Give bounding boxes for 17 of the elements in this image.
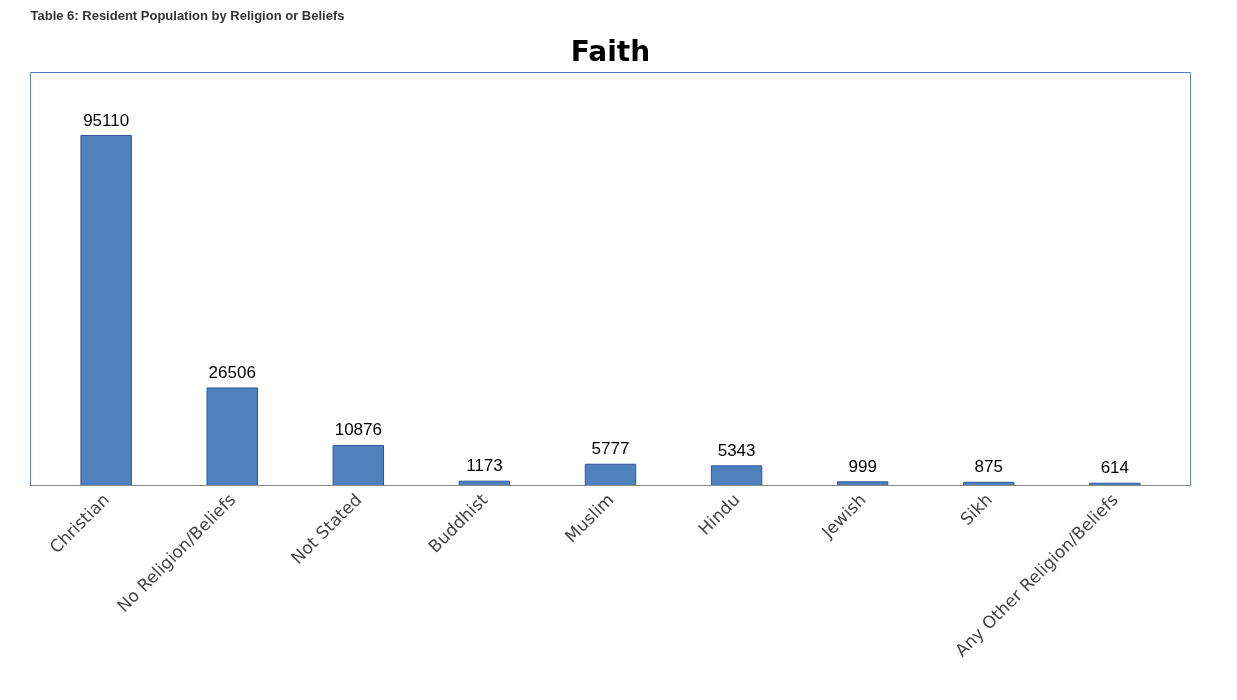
data-label: 614 <box>1100 458 1130 478</box>
data-label: 10876 <box>334 420 382 440</box>
bar <box>710 465 763 486</box>
caption: Table 6: Resident Population by Religion or Beliefs <box>30 7 345 23</box>
data-label: 999 <box>848 456 877 476</box>
bar <box>836 481 889 486</box>
data-label: 95110 <box>83 110 130 130</box>
chart-title: Faith <box>570 34 651 68</box>
bar <box>584 463 637 486</box>
data-label: 5777 <box>591 439 630 459</box>
data-label: 26506 <box>208 362 256 382</box>
bar <box>80 135 132 486</box>
data-label: 5343 <box>717 440 756 460</box>
data-label: 875 <box>974 457 1003 477</box>
bar <box>206 387 258 486</box>
data-label: 1173 <box>466 456 503 476</box>
bar <box>332 444 385 486</box>
